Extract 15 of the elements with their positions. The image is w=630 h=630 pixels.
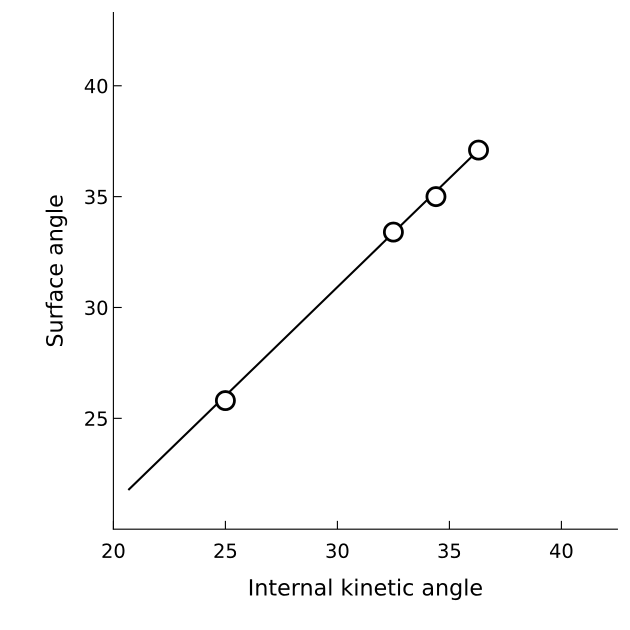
point [426, 186, 446, 208]
x-tick-label: 30 [326, 543, 348, 558]
point [214, 390, 236, 412]
y-tick-label: 40 [84, 78, 108, 94]
point [468, 140, 489, 161]
x-axis-title: Internal kinetic angle [250, 578, 482, 600]
x-tick-label: 20 [102, 543, 124, 558]
y-axis-title: Surface angle [46, 195, 68, 346]
x-tick-label: 35 [438, 543, 460, 558]
y-tick-label: 30 [85, 300, 108, 316]
x-tick-label: 40 [550, 543, 572, 558]
y-tick-label: 25 [85, 411, 107, 426]
x-tick-label: 25 [214, 543, 236, 558]
y-tick-label: 35 [85, 190, 107, 204]
point [382, 222, 404, 243]
